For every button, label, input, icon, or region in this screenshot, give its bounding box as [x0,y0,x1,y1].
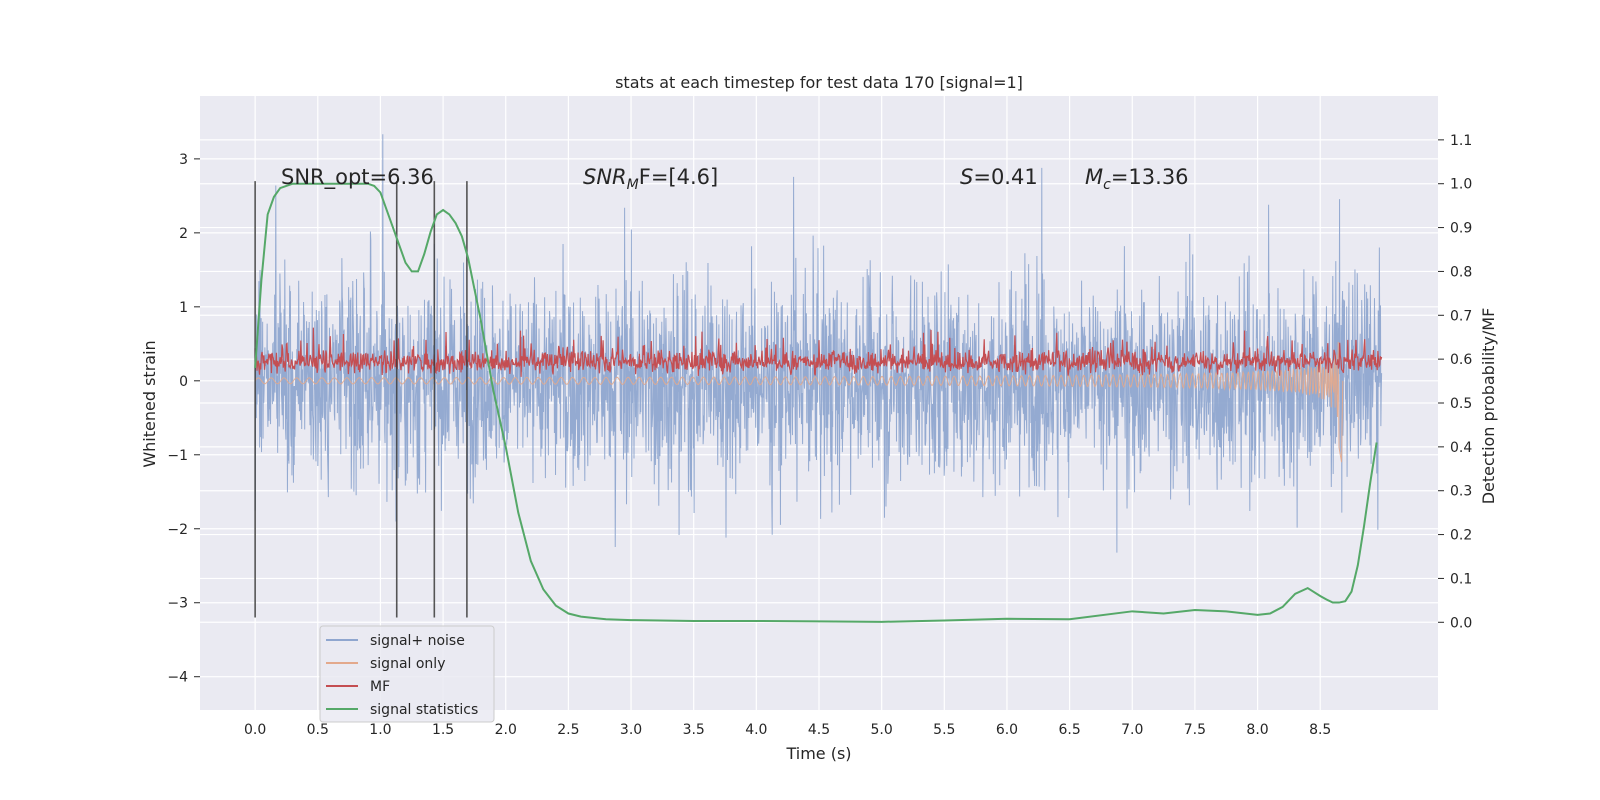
y2-tick-label: 0.6 [1450,352,1472,368]
annotation-snr-mf-sub: M [627,177,639,193]
y2-tick-label: 0.0 [1450,615,1472,631]
legend: signal+ noise signal only MF signal stat… [319,625,495,723]
x-tick-label: 1.0 [369,722,391,738]
annotation-s: S=0.41 [960,165,1038,189]
y-tick-label: 1 [179,300,188,316]
x-tick-label: 4.0 [745,722,767,738]
x-tick-label: 7.5 [1184,722,1206,738]
y2-tick-label: 1.1 [1450,133,1472,149]
y2-tick-label: 0.5 [1450,396,1472,412]
signal-only-line [254,342,1344,463]
y2-tick-label: 0.8 [1450,264,1472,280]
legend-box [319,625,495,723]
y-axis-ticks: 3 2 1 0 −1 −2 −3 −4 [167,152,200,686]
y-tick-label: −3 [167,596,188,612]
x-tick-label: 3.0 [620,722,642,738]
y2-tick-label: 0.7 [1450,308,1472,324]
signal-statistics-line [254,182,1378,623]
y2-tick-label: 0.2 [1450,528,1472,544]
x-axis-label: Time (s) [785,744,851,763]
vertical-markers [254,181,468,618]
y-tick-label: 0 [179,374,188,390]
legend-label-noise: signal+ noise [370,633,465,649]
x-tick-label: 0.0 [244,722,266,738]
y2-axis-ticks: 1.1 1.0 0.9 0.8 0.7 0.6 0.5 0.4 0.3 0.2 0.1 0.0 [1438,133,1472,631]
signal-statistics-series [254,182,1378,623]
x-tick-label: 1.5 [432,722,454,738]
annotation-snr-mf: SNRMF=[4.6] [583,165,718,193]
x-tick-label: 5.5 [933,722,955,738]
mf-line [254,327,1383,377]
x-tick-label: 7.0 [1121,722,1143,738]
y2-tick-label: 0.1 [1450,571,1472,587]
y-tick-label: 2 [179,226,188,242]
y2-tick-label: 0.4 [1450,440,1472,456]
annotation-mc: Mc=13.36 [1085,165,1189,193]
annotation-mc-main: M [1085,165,1103,189]
annotation-mc-sub: c [1103,177,1111,193]
annotation-snr-opt: SNR_opt=6.36 [281,165,434,190]
chart-title: stats at each timestep for test data 170… [615,73,1023,92]
annotation-s-main: S [960,165,973,189]
y-tick-label: −2 [167,522,188,538]
annotation-s-tail: =0.41 [973,165,1037,189]
y-tick-label: −1 [167,448,188,464]
annotation-mc-tail: =13.36 [1111,165,1189,189]
x-tick-label: 2.0 [495,722,517,738]
y-axis-label: Whitened strain [140,340,159,467]
x-tick-label: 5.0 [871,722,893,738]
annotation-snr-mf-main: SNR [583,165,627,189]
y2-tick-label: 0.9 [1450,221,1472,237]
x-tick-label: 4.5 [808,722,830,738]
x-tick-label: 3.5 [683,722,705,738]
x-tick-label: 0.5 [307,722,329,738]
annotation-snr-mf-tail: F=[4.6] [639,165,718,189]
y2-tick-label: 1.0 [1450,177,1472,193]
y2-axis-label: Detection probability/MF [1479,308,1498,505]
legend-label-mf: MF [370,679,390,695]
x-axis-ticks: 0.0 0.5 1.0 1.5 2.0 2.5 3.0 3.5 4.0 4.5 5.0 5.5 6.0 6… [244,722,1331,738]
y-tick-label: 3 [179,152,188,168]
signal-only-series [254,342,1344,463]
x-tick-label: 6.5 [1058,722,1080,738]
x-tick-label: 8.5 [1309,722,1331,738]
y2-tick-label: 0.3 [1450,484,1472,500]
y-tick-label: −4 [167,670,188,686]
x-tick-label: 6.0 [996,722,1018,738]
x-tick-label: 2.5 [557,722,579,738]
x-tick-label: 8.0 [1246,722,1268,738]
legend-label-signal-only: signal only [370,656,445,672]
legend-label-signal-statistics: signal statistics [370,702,478,718]
mf-series [254,327,1383,377]
